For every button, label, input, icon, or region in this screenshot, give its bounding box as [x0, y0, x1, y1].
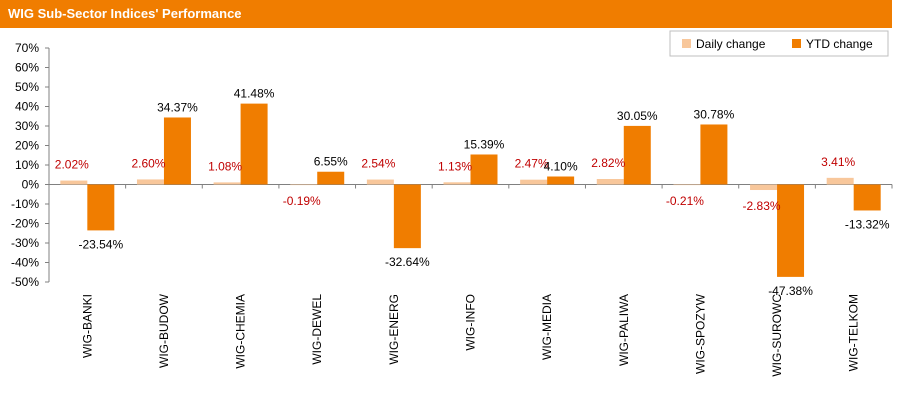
- bar-daily-change: [520, 179, 548, 185]
- data-label-daily: 2.60%: [131, 156, 165, 170]
- bar-ytd-change: [240, 103, 268, 185]
- x-tick-label: WIG-SPOZYW: [693, 293, 707, 374]
- legend-label-ytd: YTD change: [806, 37, 873, 51]
- data-label-ytd: -32.64%: [385, 255, 430, 269]
- bar-ytd-change: [700, 124, 728, 185]
- data-label-ytd: -23.54%: [78, 237, 123, 251]
- bar-ytd-change: [470, 154, 498, 185]
- data-label-daily: 3.41%: [821, 155, 855, 169]
- legend-swatch-daily: [682, 39, 691, 48]
- bar-daily-change: [366, 179, 394, 185]
- chart-title: WIG Sub-Sector Indices' Performance: [8, 6, 242, 21]
- data-label-daily: 2.02%: [55, 158, 89, 172]
- bar-ytd-change: [853, 184, 881, 211]
- data-label-ytd: 6.55%: [314, 155, 348, 169]
- x-tick-label: WIG-PALIWA: [617, 294, 631, 366]
- bar-daily-change: [673, 184, 701, 186]
- y-tick-label: -10%: [11, 197, 39, 211]
- bar-ytd-change: [777, 184, 805, 277]
- bar-ytd-change: [623, 125, 651, 185]
- bar-ytd-change: [393, 184, 421, 249]
- data-label-daily: -0.21%: [666, 194, 704, 208]
- y-tick-label: -50%: [11, 275, 39, 289]
- bar-ytd-change: [547, 176, 575, 185]
- data-label-daily: 2.82%: [591, 156, 625, 170]
- data-label-daily: -2.83%: [743, 199, 781, 213]
- bar-daily-change: [596, 179, 624, 185]
- data-label-daily: 1.13%: [438, 159, 472, 173]
- bar-daily-change: [826, 177, 854, 185]
- y-tick-label: 20%: [15, 139, 39, 153]
- x-tick-label: WIG-DEWEL: [310, 294, 324, 365]
- x-tick-label: WIG-INFO: [464, 294, 478, 351]
- y-tick-label: -30%: [11, 236, 39, 250]
- x-tick-label: WIG-ENERG: [387, 294, 401, 365]
- y-tick-label: 10%: [15, 158, 39, 172]
- chart-title-bar: WIG Sub-Sector Indices' Performance: [0, 0, 892, 28]
- bar-ytd-change: [87, 184, 115, 231]
- data-label-ytd: -13.32%: [845, 217, 890, 231]
- y-tick-label: 70%: [15, 41, 39, 55]
- y-tick-label: -20%: [11, 217, 39, 231]
- data-label-ytd: 30.05%: [617, 109, 658, 123]
- x-tick-label: WIG-BANKI: [80, 294, 94, 358]
- data-label-daily: -0.19%: [283, 194, 321, 208]
- data-label-ytd: 41.48%: [234, 87, 275, 101]
- bar-daily-change: [443, 182, 471, 185]
- y-tick-label: 60%: [15, 61, 39, 75]
- data-label-ytd: 15.39%: [464, 137, 505, 151]
- data-label-daily: 1.08%: [208, 159, 242, 173]
- bar-daily-change: [213, 182, 241, 185]
- data-label-ytd: 34.37%: [157, 100, 198, 114]
- legend: Daily change YTD change: [669, 30, 889, 57]
- x-tick-label: WIG-SUROWC: [770, 294, 784, 377]
- bars: [60, 103, 881, 277]
- y-tick-label: 40%: [15, 100, 39, 114]
- x-tick-label: WIG-CHEMIA: [234, 294, 248, 369]
- axes: -50% -40% -30% -20% -10% 0% 10% 20% 30% 40% 50% 60%…: [11, 41, 893, 377]
- bar-daily-change: [290, 184, 318, 186]
- data-label-ytd: -47.38%: [768, 284, 813, 298]
- bar-daily-change: [136, 179, 164, 185]
- data-label-ytd: 4.10%: [544, 160, 578, 174]
- data-label-daily: 2.54%: [361, 157, 395, 171]
- data-labels: 2.02% -23.54% 2.60% 34.37% 1.08% 41.48% -0.19%…: [55, 87, 890, 298]
- bar-ytd-change: [163, 117, 191, 185]
- x-tick-label: WIG-MEDIA: [540, 294, 554, 360]
- y-tick-label: 50%: [15, 80, 39, 94]
- data-label-daily: 2.47%: [515, 157, 549, 171]
- x-tick-label: WIG-TELKOM: [847, 294, 861, 371]
- data-label-ytd: 30.78%: [694, 107, 735, 121]
- y-tick-label: 0%: [22, 178, 40, 192]
- legend-box: [669, 30, 889, 57]
- legend-swatch-ytd: [792, 39, 801, 48]
- x-tick-label: WIG-BUDOW: [157, 293, 171, 368]
- y-tick-label: -40%: [11, 256, 39, 270]
- y-tick-label: 30%: [15, 119, 39, 133]
- legend-label-daily: Daily change: [696, 37, 766, 51]
- bar-ytd-change: [317, 171, 345, 185]
- bar-daily-change: [750, 184, 778, 191]
- bar-daily-change: [60, 180, 88, 185]
